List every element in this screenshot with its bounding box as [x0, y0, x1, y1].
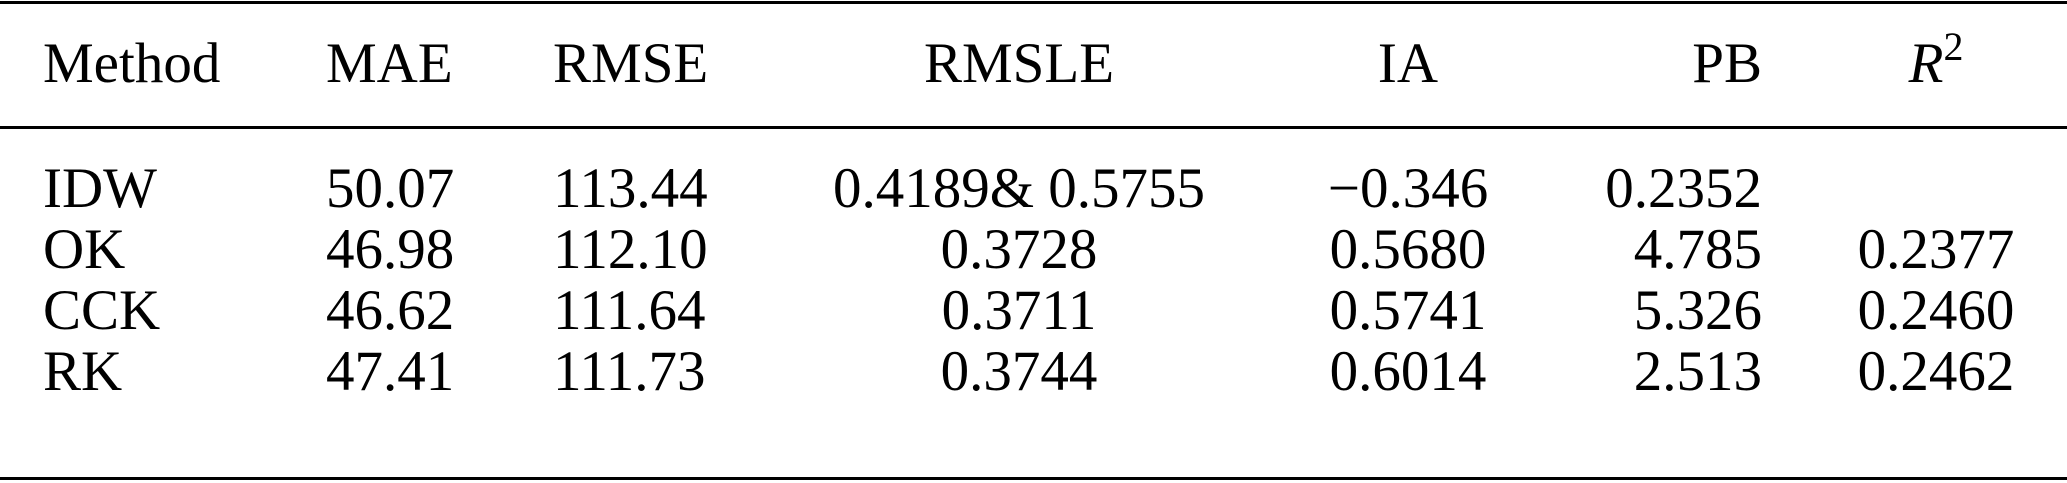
cell-mae: 46.98	[326, 218, 455, 281]
header-r2: R2	[1908, 27, 1964, 95]
header-method: Method	[43, 32, 221, 95]
top-rule	[0, 1, 2067, 4]
header-rmse: RMSE	[553, 32, 709, 95]
table-row: CCK 46.62 111.64 0.3711 0.5741 5.326 0.2…	[0, 281, 2067, 341]
header-ia: IA	[1377, 32, 1439, 95]
cell-method: OK	[43, 218, 126, 281]
cell-rmse: 111.73	[553, 340, 706, 403]
cell-method: RK	[43, 340, 123, 403]
cell-rmsle: 0.3744	[940, 340, 1098, 403]
cell-method: CCK	[43, 279, 161, 342]
cell-rmse: 112.10	[553, 218, 708, 281]
cell-rmsle: 0.4189& 0.5755	[832, 157, 1206, 220]
cell-rmse: 113.44	[553, 157, 708, 220]
cell-pb: 4.785	[1633, 218, 1762, 281]
cell-ia: 0.5680	[1329, 218, 1487, 281]
bottom-rule	[0, 477, 2067, 480]
header-r2-exponent: 2	[1943, 24, 1964, 70]
header-mae: MAE	[326, 32, 453, 95]
cell-rmsle: 0.3728	[940, 218, 1098, 281]
header-pb: PB	[1692, 32, 1762, 95]
cell-r2: 0.2460	[1857, 279, 2015, 342]
cell-mae: 47.41	[326, 340, 455, 403]
cell-pb: 0.2352	[1605, 157, 1762, 220]
cell-ia: 0.5741	[1329, 279, 1487, 342]
table-row: RK 47.41 111.73 0.3744 0.6014 2.513 0.24…	[0, 342, 2067, 402]
cell-r2: 0.2462	[1857, 340, 2015, 403]
cell-pb: 5.326	[1633, 279, 1762, 342]
cell-ia: −0.346	[1327, 157, 1489, 220]
cell-ia: 0.6014	[1329, 340, 1487, 403]
header-row: Method MAE RMSE RMSLE IA PB R2	[0, 27, 2067, 95]
cell-mae: 46.62	[326, 279, 455, 342]
cell-rmsle: 0.3711	[941, 279, 1097, 342]
header-rule	[0, 126, 2067, 129]
table-row: OK 46.98 112.10 0.3728 0.5680 4.785 0.23…	[0, 220, 2067, 280]
cell-r2: 0.2377	[1857, 218, 2015, 281]
header-rmsle: RMSLE	[923, 32, 1115, 95]
cell-mae: 50.07	[326, 157, 455, 220]
cell-method: IDW	[43, 157, 157, 220]
header-r2-base: R	[1908, 32, 1944, 95]
cell-rmse: 111.64	[553, 279, 706, 342]
cell-pb: 2.513	[1633, 340, 1762, 403]
table-row: IDW 50.07 113.44 0.4189& 0.5755 −0.346 0…	[0, 159, 2067, 219]
